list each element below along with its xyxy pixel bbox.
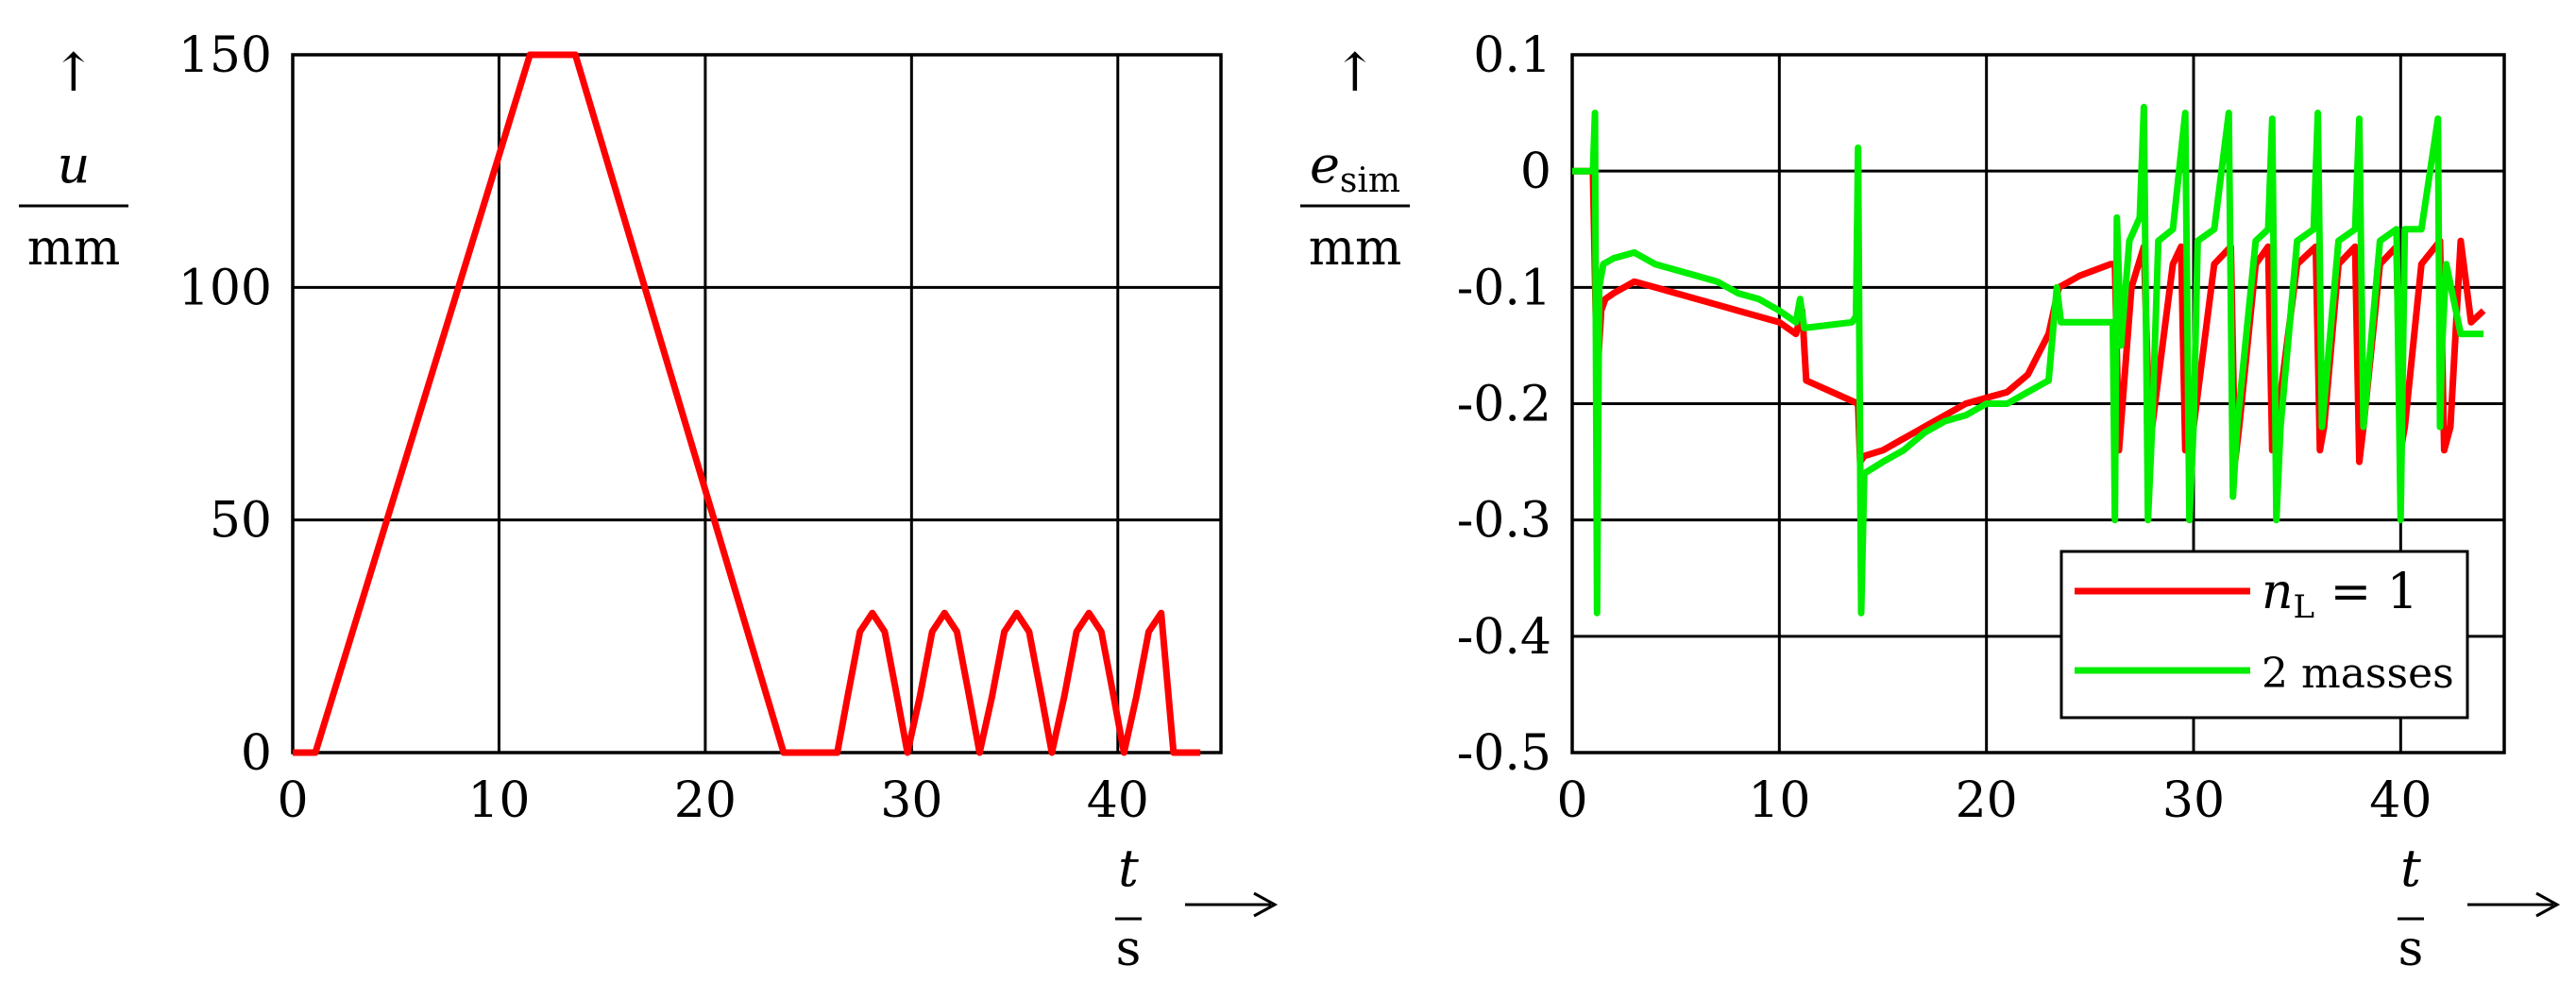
y-axis-label-var: esim [1310,135,1400,200]
y-axis-arrow-icon: ↑ [52,42,96,104]
series-line-1 [1572,103,2484,617]
left-chart: 0 10 20 30 40 0 50 100 150 ↑ u mm ts [19,27,1279,977]
legend-var: n [2262,564,2294,620]
x-axis-label-unit: s [2398,921,2424,977]
y-tick-label: 0.1 [1473,27,1551,84]
legend-label-1: 2 masses [2262,650,2454,698]
x-tick-label: 40 [2369,772,2432,829]
y-tick-label: -0.3 [1457,493,1551,550]
grid [291,53,1221,754]
y-tick-label: 100 [178,260,272,316]
y-tick-label: -0.4 [1457,609,1551,666]
plot-frame [1570,53,2506,754]
legend-sub: L [2294,588,2315,626]
y-tick-label: -0.5 [1457,725,1551,782]
x-axis-label-var: t [2400,839,2421,898]
plot-frame [291,53,1223,754]
x-tick-label: 0 [277,772,308,829]
x-axis-arrowhead-icon [1253,891,1279,918]
y-axis-label-sub: sim [1340,161,1400,200]
legend-label-0: nL = 1 [2262,564,2418,626]
x-tick-label: 0 [1556,772,1587,829]
legend-box [2059,550,2469,720]
y-tick-label: 0 [241,725,272,782]
y-tick-label: -0.2 [1457,377,1551,433]
x-tick-label: 20 [674,772,737,829]
x-tick-label: 30 [2162,772,2225,829]
y-tick-label: 50 [210,493,272,550]
y-tick-label: 150 [178,27,272,84]
x-tick-label: 30 [880,772,942,829]
x-tick-label: 10 [467,772,530,829]
x-axis-arrowhead-icon [2535,891,2561,918]
legend-rest: = 1 [2314,564,2418,620]
y-tick-label: -0.1 [1457,260,1551,316]
x-axis-label-var: t [1118,839,1139,898]
y-axis-label-var: u [58,135,91,195]
y-tick-label: 0 [1520,144,1551,200]
x-tick-label: 10 [1748,772,1810,829]
series-line-0 [1572,167,2486,466]
x-tick-label: 40 [1087,772,1149,829]
right-chart: 0 10 20 30 40 -0.5 -0.4 -0.3 -0.2 -0.1 0 0.1 ↑ esim mm… [1300,27,2561,977]
y-axis-label-unit: mm [27,220,121,277]
x-tick-label: 20 [1956,772,2018,829]
y-axis-label-var-main: u [58,135,91,195]
x-axis-label-unit: s [1116,921,1142,977]
y-axis-arrow-icon: ↑ [1333,42,1378,104]
legend: nL = 1 2 masses [2059,550,2469,720]
y-axis-label-unit: mm [1309,220,1402,277]
y-axis-label-var-main: e [1310,135,1340,195]
series-line-0 [293,51,1201,756]
